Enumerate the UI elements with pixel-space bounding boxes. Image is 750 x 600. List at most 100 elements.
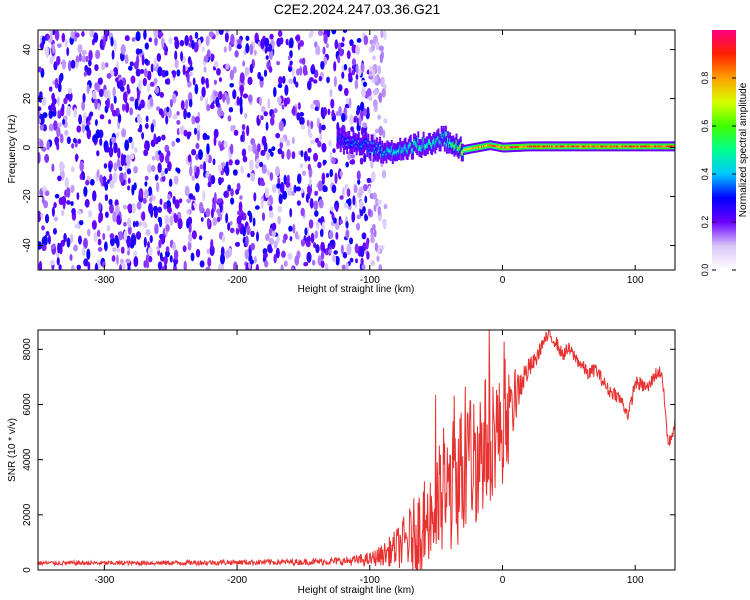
spectrogram-cell — [541, 145, 544, 148]
spectrogram-cell — [355, 258, 358, 264]
spectrogram-cell — [408, 146, 411, 149]
spectrogram-cell — [350, 142, 353, 145]
spectrogram-cell — [147, 246, 153, 257]
spectrogram-cell — [133, 256, 139, 268]
spectrogram-cell — [402, 150, 405, 153]
spectrogram-cell — [340, 129, 343, 132]
spectrogram-cell — [270, 151, 274, 157]
spectrogram-cell — [358, 116, 362, 127]
spectrogram-cell — [396, 151, 399, 154]
spectrogram-cell — [342, 142, 345, 145]
spectrogram-cell — [635, 141, 638, 144]
spectrogram-cell — [594, 149, 597, 152]
spectrogram-cell — [250, 242, 256, 251]
spectrogram-cell — [561, 145, 564, 148]
spectrogram-cell — [377, 114, 382, 120]
spectrogram-cell — [668, 145, 671, 148]
spectrogram-cell — [437, 140, 440, 143]
spectrogram-cell — [644, 149, 647, 152]
spectrogram-cell — [206, 104, 211, 112]
spectrogram-cell — [388, 142, 391, 145]
spectrogram-cell — [373, 229, 377, 238]
spectrogram-cell — [451, 140, 454, 143]
spectrogram-cell — [150, 165, 156, 172]
spectrogram-cell — [482, 147, 485, 150]
spectrogram-cell — [617, 147, 620, 150]
spectrogram-cell — [473, 146, 476, 149]
spectrogram-cell — [157, 261, 163, 270]
spectrogram-cell — [358, 68, 362, 77]
spectrogram-cell — [337, 42, 342, 50]
spectrogram-cell — [642, 147, 645, 150]
spectrogram-cell — [413, 149, 416, 152]
spectrogram-cell — [70, 166, 75, 173]
spectrogram-cell — [490, 140, 493, 143]
spectrogram-cell — [570, 145, 573, 148]
spectrogram-cell — [607, 147, 610, 150]
spectrogram-cell — [516, 147, 519, 150]
spectrogram-cell — [361, 147, 364, 150]
spectrogram-cell — [261, 212, 266, 222]
spectrogram-cell — [421, 147, 424, 150]
spectrogram-cell — [629, 147, 632, 150]
spectrogram-cell — [588, 149, 591, 152]
spectrogram-cell — [437, 128, 440, 131]
spectrogram-cell — [570, 147, 573, 150]
spectrogram-cell — [229, 227, 235, 234]
spectrogram-cell — [358, 139, 361, 142]
spectrogram-cell — [616, 143, 619, 146]
spectrogram-cell — [367, 143, 370, 146]
spectrogram-cell — [347, 135, 350, 138]
spectrogram-cell — [351, 138, 354, 141]
spectrogram-cell — [444, 135, 447, 138]
spectrogram-cell — [184, 185, 190, 197]
spectrogram-cell — [249, 259, 254, 265]
spectrogram-cell — [408, 140, 411, 143]
spectrogram-cell — [510, 150, 513, 153]
spectrogram-cell — [317, 161, 322, 169]
spectrogram-cell — [249, 63, 254, 74]
spectrogram-cell — [336, 135, 339, 138]
spectrogram-cell — [287, 55, 291, 61]
spectrogram-cell — [405, 141, 408, 144]
spectrogram-cell — [460, 149, 463, 152]
spectrogram-cell — [221, 234, 226, 243]
spectrogram-cell — [475, 144, 478, 147]
spectrogram-cell — [572, 147, 575, 150]
spectrogram-cell — [383, 156, 386, 159]
spectrogram-cell — [555, 141, 558, 144]
spectrogram-cell — [640, 145, 643, 148]
spectrogram-cell — [607, 141, 610, 144]
spectrogram-cell — [281, 150, 285, 160]
spectrogram-cell — [388, 144, 391, 147]
spectrogram-cell — [368, 140, 371, 143]
spectrogram-cell — [416, 139, 419, 142]
spectrogram-cell — [661, 141, 664, 144]
spectrogram-cell — [487, 144, 490, 147]
spectrogram-cell — [424, 138, 427, 141]
spectrogram-cell — [334, 172, 338, 184]
spectrogram-cell — [414, 139, 417, 142]
spectrogram-cell — [471, 145, 474, 148]
spectrogram-cell — [405, 145, 408, 148]
spectrogram-cell — [541, 149, 544, 152]
spectrogram-cell — [562, 149, 565, 152]
spectrogram-cell — [440, 125, 443, 128]
spectrogram-cell — [536, 143, 539, 146]
spectrogram-cell — [388, 146, 391, 149]
spectrogram-cell — [432, 134, 435, 137]
spectrogram-cell — [370, 150, 373, 153]
spectrogram-cell — [623, 147, 626, 150]
spectrogram-cell — [300, 150, 304, 158]
spectrogram-cell — [558, 147, 561, 150]
spectrogram-cell — [129, 96, 135, 102]
spectrogram-cell — [106, 97, 110, 109]
spectrogram-cell — [404, 145, 407, 148]
spectrogram-cell — [64, 129, 69, 136]
spectrogram-cell — [235, 227, 240, 235]
spectrogram-cell — [354, 146, 357, 149]
spectrogram-cell — [350, 144, 353, 147]
spectrogram-cell — [505, 146, 508, 149]
spectrogram-cell — [528, 143, 531, 146]
spectrogram-cell — [423, 149, 426, 152]
